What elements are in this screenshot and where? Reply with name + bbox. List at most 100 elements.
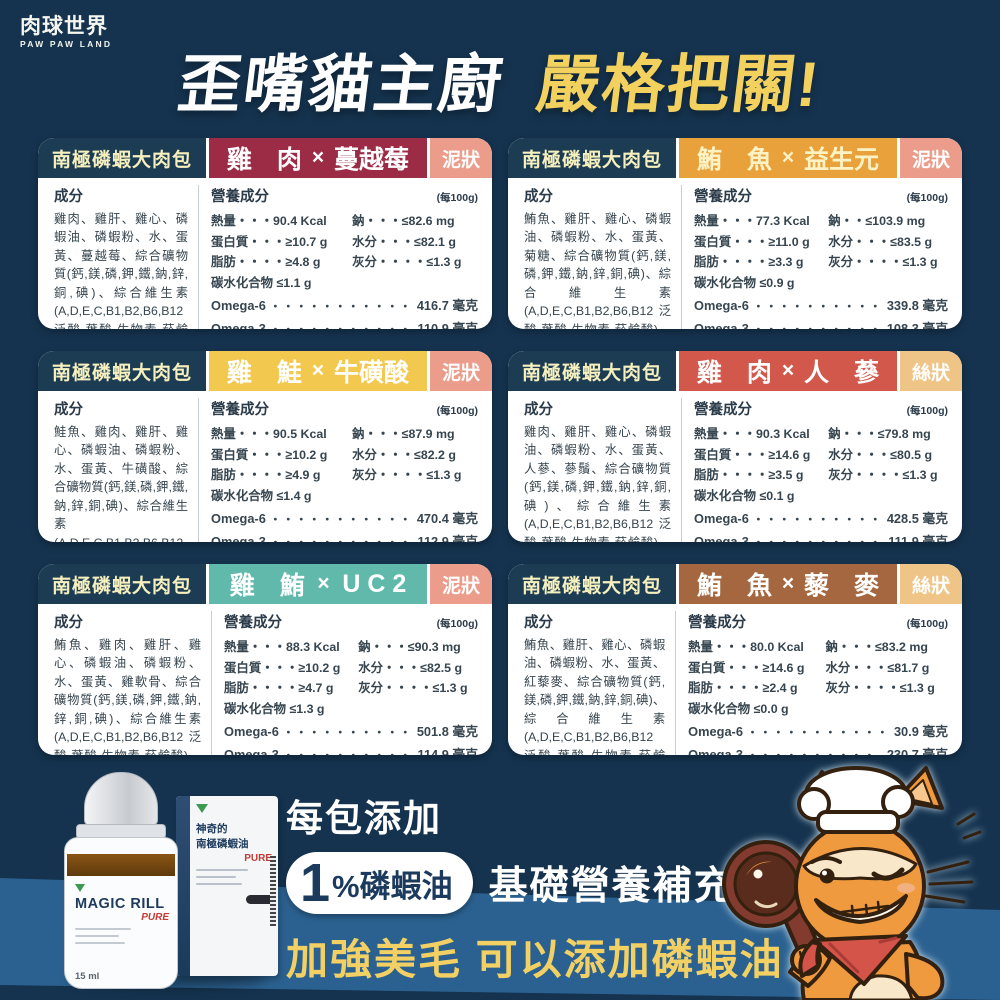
dot-leader: ・・・・・・・・・・	[753, 534, 884, 543]
series-name: 南極磷蝦大肉包	[508, 564, 676, 604]
flavor-part-b: 蔓越莓	[334, 146, 410, 174]
krill-oil-product-image: 神奇的 南極磷蝦油 PURE MAGIC RILL PURE	[58, 772, 278, 990]
omega6-label: Omega-6	[688, 723, 743, 739]
nutrition-grid: 熱量・・・88.3 Kcal 鈉・・・≤90.3 mg 蛋白質・・・≥10.2 …	[224, 637, 478, 717]
nutrition-value: 灰分・・・・≤1.3 g	[352, 255, 462, 269]
product-box: 神奇的 南極磷蝦油 PURE	[176, 796, 278, 976]
promo-line2-text: 基礎營養補充	[488, 865, 735, 908]
nutrition-value: 碳水化合物 ≤1.4 g	[211, 488, 312, 503]
box-text-line	[196, 869, 248, 871]
nutrition-title-row: 營養成分 (每100g)	[211, 398, 478, 419]
box-text-line	[196, 883, 242, 885]
cross-symbol: ×	[781, 572, 795, 595]
per-100g-label: (每100g)	[906, 405, 948, 417]
series-name: 南極磷蝦大肉包	[508, 138, 676, 178]
ingredients-column: 成分 鮪魚、雞肝、雞心、磷蝦油、磷蝦粉、水、蛋黃、紅藜麥、綜合礦物質(鈣,鎂,磷…	[524, 611, 675, 755]
flavor-part-a: 鮪 魚	[696, 146, 772, 174]
nutrition-value: 熱量・・・88.3 Kcal	[224, 640, 340, 654]
flavor-part-b: 益生元	[804, 146, 880, 174]
omega3-label: Omega-3	[694, 533, 749, 543]
brand-v-icon	[196, 804, 208, 813]
nutrition-value: 脂肪・・・・≥4.8 g	[211, 255, 321, 269]
dot-leader: ・・・・・・・・・・・	[269, 300, 413, 313]
nutrition-value: 蛋白質・・・≥10.2 g	[224, 660, 341, 675]
product-card: 南極磷蝦大肉包 雞 鮭 × 牛磺酸 泥狀 成分 鮭魚、雞肉、雞肝、雞心、磷蝦油、…	[38, 351, 492, 542]
omega3-value: 112.9 毫克	[417, 533, 478, 543]
flavor-banner: 雞 肉 × 人 蔘	[679, 351, 897, 391]
omega6-value: 416.7 毫克	[416, 297, 478, 313]
ingredients-title: 成分	[54, 189, 83, 205]
nutrition-value: 鈉・・≤103.9 mg	[828, 214, 926, 228]
nutrition-value: 灰分・・・・≤1.3 g	[828, 255, 938, 269]
card-header: 南極磷蝦大肉包 鮪 魚 × 藜 麥 絲狀	[508, 564, 962, 604]
omega3-value: 110.9 毫克	[417, 320, 478, 330]
nutrition-value: 灰分・・・・≤1.3 g	[828, 468, 938, 482]
nutrition-title: 營養成分	[694, 402, 753, 418]
card-header: 南極磷蝦大肉包 雞 肉 × 人 蔘 絲狀	[508, 351, 962, 391]
box-label: 神奇的 南極磷蝦油 PURE	[196, 804, 272, 904]
flavor-part-a: 雞 鮪	[229, 572, 305, 600]
nutrition-empty-cell	[358, 699, 478, 717]
omega3-row: Omega-3 ・・・・・・・・・・ 230.7 毫克	[688, 744, 948, 756]
nutrition-value: 鈉・・・≤90.3 mg	[358, 640, 461, 654]
nutrition-value: 蛋白質・・・≥14.6 g	[694, 447, 811, 462]
omega6-label: Omega-6	[211, 510, 266, 526]
series-name: 南極磷蝦大肉包	[38, 564, 206, 604]
dot-leader: ・・・・・・・・・・	[752, 513, 883, 526]
bottle-body: MAGIC RILL PURE 15 ml	[64, 837, 178, 989]
card-body: 成分 雞肉、雞肝、雞心、磷蝦油、磷蝦粉、水、蛋黃、人蔘、蔘鬚、綜合礦物質(鈣,鎂…	[508, 391, 962, 542]
ingredients-text: 雞肉、雞肝、雞心、磷蝦油、磷蝦粉、水、蛋黃、人蔘、蔘鬚、綜合礦物質(鈣,鎂,磷,…	[524, 425, 672, 542]
nutrition-value: 蛋白質・・・≥14.6 g	[688, 660, 805, 675]
dot-leader: ・・・・・・・・・・	[283, 747, 414, 756]
flavor-part-b: U C 2	[342, 569, 407, 598]
series-name: 南極磷蝦大肉包	[508, 351, 676, 391]
nutrition-value: 脂肪・・・・≥4.7 g	[224, 681, 334, 695]
nutrition-grid: 熱量・・・90.3 Kcal 鈉・・・≤79.8 mg 蛋白質・・・≥14.6 …	[694, 424, 948, 504]
omega3-value: 230.7 毫克	[886, 746, 948, 756]
omega6-value: 339.8 毫克	[886, 297, 948, 313]
omega6-label: Omega-6	[211, 297, 266, 313]
promo-line1: 每包添加	[286, 798, 442, 839]
product-card: 南極磷蝦大肉包 鮪 魚 × 藜 麥 絲狀 成分 鮪魚、雞肝、雞心、磷蝦油、磷蝦粉…	[508, 564, 962, 755]
omega6-row: Omega-6 ・・・・・・・・・・ 339.8 毫克	[694, 295, 948, 314]
nutrition-title: 營養成分	[688, 615, 747, 631]
omega3-label: Omega-3	[694, 320, 749, 330]
nutrition-column: 營養成分 (每100g) 熱量・・・88.3 Kcal 鈉・・・≤90.3 mg…	[211, 611, 478, 755]
nutrition-value: 脂肪・・・・≥2.4 g	[688, 681, 798, 695]
nutrition-value: 灰分・・・・≤1.3 g	[352, 468, 462, 482]
omega6-label: Omega-6	[224, 723, 279, 739]
ingredients-column: 成分 雞肉、雞肝、雞心、磷蝦油、磷蝦粉、水、蛋黃、蔓越莓、綜合礦物質(鈣,鎂,磷…	[54, 185, 198, 329]
flavor-part-a: 雞 肉	[226, 146, 302, 174]
promo-line3: 加強美毛 可以添加磷蝦油	[286, 936, 784, 983]
texture-badge: 泥狀	[900, 138, 962, 178]
nutrition-value: 熱量・・・90.5 Kcal	[211, 427, 327, 441]
nutrition-title-row: 營養成分 (每100g)	[224, 611, 478, 632]
one-percent-pill: 1 %磷蝦油	[286, 852, 473, 914]
nutrition-value: 熱量・・・90.3 Kcal	[694, 427, 810, 441]
omega3-value: 108.3 毫克	[886, 320, 948, 330]
cross-symbol: ×	[781, 359, 795, 382]
nutrition-value: 水分・・・≤81.7 g	[825, 660, 930, 675]
nutrition-value: 碳水化合物 ≤0.1 g	[694, 488, 795, 503]
product-card: 南極磷蝦大肉包 雞 肉 × 人 蔘 絲狀 成分 雞肉、雞肝、雞心、磷蝦油、磷蝦粉…	[508, 351, 962, 542]
card-body: 成分 鮪魚、雞肝、雞心、磷蝦油、磷蝦粉、水、蛋黃、菊糖、綜合礦物質(鈣,鎂,磷,…	[508, 178, 962, 329]
product-cards-grid: 南極磷蝦大肉包 雞 肉 × 蔓越莓 泥狀 成分 雞肉、雞肝、雞心、磷蝦油、磷蝦粉…	[38, 138, 962, 755]
nutrition-value: 蛋白質・・・≥10.2 g	[211, 447, 328, 462]
nutrition-value: 灰分・・・・≤1.3 g	[358, 681, 468, 695]
nutrition-title: 營養成分	[211, 402, 270, 418]
card-body: 成分 鮪魚、雞肝、雞心、磷蝦油、磷蝦粉、水、蛋黃、紅藜麥、綜合礦物質(鈣,鎂,磷…	[508, 604, 962, 755]
nutrition-grid: 熱量・・・90.5 Kcal 鈉・・・≤87.9 mg 蛋白質・・・≥10.2 …	[211, 424, 478, 504]
cross-symbol: ×	[311, 359, 325, 382]
nutrition-title-row: 營養成分 (每100g)	[694, 185, 948, 206]
chef-cat-illustration	[722, 766, 982, 1000]
nutrition-title: 營養成分	[694, 189, 753, 205]
nutrition-value: 碳水化合物 ≤1.3 g	[224, 701, 325, 716]
nutrition-column: 營養成分 (每100g) 熱量・・・90.5 Kcal 鈉・・・≤87.9 mg…	[198, 398, 478, 542]
omega3-row: Omega-3 ・・・・・・・・・・・ 110.9 毫克	[211, 318, 478, 330]
omega6-value: 30.9 毫克	[893, 723, 948, 739]
nutrition-column: 營養成分 (每100g) 熱量・・・80.0 Kcal 鈉・・・≤83.2 mg…	[675, 611, 948, 755]
nutrition-value: 水分・・・≤82.2 g	[352, 447, 456, 462]
nutrition-value: 碳水化合物 ≤1.1 g	[211, 275, 312, 290]
dot-leader: ・・・・・・・・・・	[282, 726, 413, 739]
nutrition-grid: 熱量・・・90.4 Kcal 鈉・・・≤82.6 mg 蛋白質・・・≥10.7 …	[211, 211, 478, 291]
